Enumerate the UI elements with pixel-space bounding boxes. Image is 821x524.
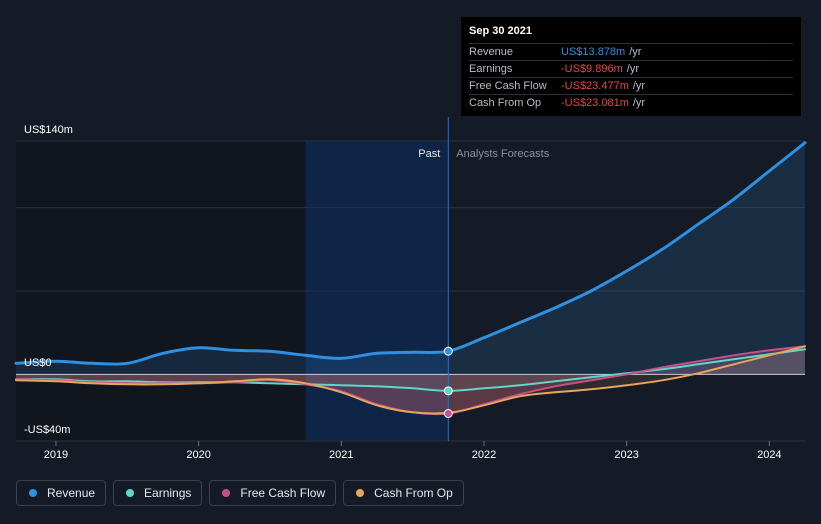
- x-tick-label: 2023: [614, 449, 638, 461]
- tooltip: Sep 30 2021 Revenue US$13.878m /yr Earni…: [461, 17, 801, 116]
- legend-item-revenue[interactable]: Revenue: [16, 480, 107, 506]
- legend-item-cash-from-op[interactable]: Cash From Op: [343, 480, 464, 506]
- area-cash-from-op: [16, 346, 805, 414]
- marker-revenue[interactable]: [443, 346, 453, 356]
- legend-item-free-cash-flow[interactable]: Free Cash Flow: [209, 480, 337, 506]
- area-free-cash-flow: [16, 346, 805, 415]
- tooltip-row-earnings: Earnings -US$9.896m /yr: [469, 60, 793, 77]
- tooltip-label: Cash From Op: [469, 97, 542, 109]
- area-fills: [16, 142, 805, 415]
- x-tick-label: 2021: [329, 449, 353, 461]
- area-revenue: [16, 142, 805, 375]
- tooltip-label: Revenue: [469, 46, 514, 58]
- legend-dot-icon: [29, 489, 37, 497]
- legend-dot-icon: [356, 489, 365, 497]
- markers: [443, 346, 453, 418]
- legend-label: Earnings: [144, 486, 192, 500]
- marker-earnings[interactable]: [443, 386, 453, 396]
- tooltip-value: -US$23.081m: [561, 97, 629, 109]
- y-axis-label-zero: US$0: [24, 357, 52, 369]
- legend: Revenue Earnings Free Cash Flow Cash Fro…: [16, 480, 464, 508]
- tooltip-value: -US$9.896m: [561, 63, 623, 75]
- x-tick-label: 2022: [472, 449, 496, 461]
- tooltip-label: Earnings: [469, 63, 513, 75]
- area-earnings: [16, 349, 805, 391]
- legend-label: Free Cash Flow: [240, 486, 326, 500]
- x-tick-label: 2024: [757, 449, 781, 461]
- x-tick-label: 2019: [44, 449, 68, 461]
- tooltip-unit: /yr: [629, 46, 642, 58]
- legend-item-earnings[interactable]: Earnings: [113, 480, 203, 506]
- legend-label: Cash From Op: [374, 486, 453, 500]
- x-tick-label: 2020: [186, 449, 210, 461]
- marker-free-cash-flow[interactable]: [443, 409, 453, 418]
- x-axis: 2019 2020 2021 2022 2023 2024: [44, 441, 782, 461]
- series-line-earnings: [15, 348, 806, 392]
- tooltip-label: Free Cash Flow: [469, 80, 547, 92]
- tooltip-value: -US$23.477m: [561, 80, 629, 92]
- legend-label: Revenue: [47, 486, 96, 500]
- grid-lines: [16, 140, 805, 442]
- tooltip-unit: /yr: [632, 80, 646, 92]
- legend-dot-icon: [222, 489, 231, 497]
- past-label: Past: [418, 148, 440, 160]
- tooltip-row-free-cash-flow: Free Cash Flow -US$23.477m /yr: [469, 77, 793, 94]
- tooltip-row-cash-from-op: Cash From Op -US$23.081m /yr: [469, 94, 793, 111]
- y-axis-label-top: US$140m: [24, 124, 73, 136]
- tooltip-unit: /yr: [626, 63, 639, 75]
- tooltip-row-revenue: Revenue US$13.878m /yr: [469, 43, 793, 60]
- series-lines: [14, 141, 807, 416]
- series-line-revenue: [14, 141, 807, 366]
- series-line-cash-from-op: [15, 345, 806, 415]
- y-axis-label-bottom: -US$40m: [24, 424, 70, 436]
- forecast-label: Analysts Forecasts: [456, 148, 549, 160]
- tooltip-value: US$13.878m: [561, 46, 626, 58]
- tooltip-date: Sep 30 2021: [469, 25, 532, 37]
- tooltip-unit: /yr: [632, 97, 646, 109]
- legend-dot-icon: [126, 489, 135, 497]
